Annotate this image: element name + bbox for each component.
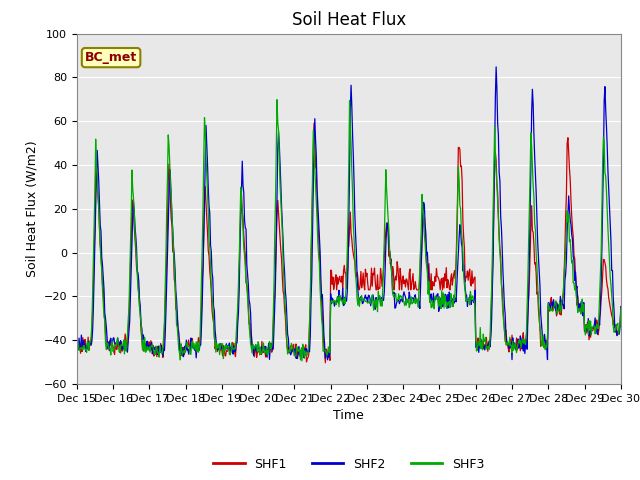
SHF3 xyxy=(617,306,625,312)
Line: SHF2: SHF2 xyxy=(77,67,621,360)
SHF1 xyxy=(73,341,81,347)
SHF2 xyxy=(193,355,200,361)
SHF2 xyxy=(617,304,625,310)
SHF2 xyxy=(568,236,576,242)
SHF1 xyxy=(342,270,349,276)
SHF3 xyxy=(395,291,403,297)
SHF3 xyxy=(568,257,576,263)
SHF1 xyxy=(193,343,200,349)
SHF1 xyxy=(395,275,403,281)
SHF2 xyxy=(73,344,81,350)
SHF3 xyxy=(449,298,456,304)
SHF1 xyxy=(310,120,318,126)
Legend: SHF1, SHF2, SHF3: SHF1, SHF2, SHF3 xyxy=(209,453,489,476)
SHF2 xyxy=(341,294,349,300)
SHF1 xyxy=(617,307,625,312)
SHF2 xyxy=(448,294,456,300)
SHF2 xyxy=(216,341,223,347)
SHF3 xyxy=(273,97,281,103)
Y-axis label: Soil Heat Flux (W/m2): Soil Heat Flux (W/m2) xyxy=(25,141,38,277)
X-axis label: Time: Time xyxy=(333,409,364,422)
SHF3 xyxy=(216,352,223,358)
SHF1 xyxy=(321,360,329,366)
SHF3 xyxy=(73,343,81,348)
SHF1 xyxy=(449,282,456,288)
SHF3 xyxy=(193,339,200,345)
SHF2 xyxy=(492,64,500,70)
SHF2 xyxy=(394,297,402,303)
Line: SHF3: SHF3 xyxy=(77,100,621,361)
SHF2 xyxy=(324,357,332,363)
SHF1 xyxy=(568,226,576,231)
Title: Soil Heat Flux: Soil Heat Flux xyxy=(292,11,406,29)
SHF3 xyxy=(298,358,306,364)
SHF3 xyxy=(342,291,349,297)
SHF1 xyxy=(216,348,223,354)
Line: SHF1: SHF1 xyxy=(77,123,621,363)
Text: BC_met: BC_met xyxy=(85,51,137,64)
